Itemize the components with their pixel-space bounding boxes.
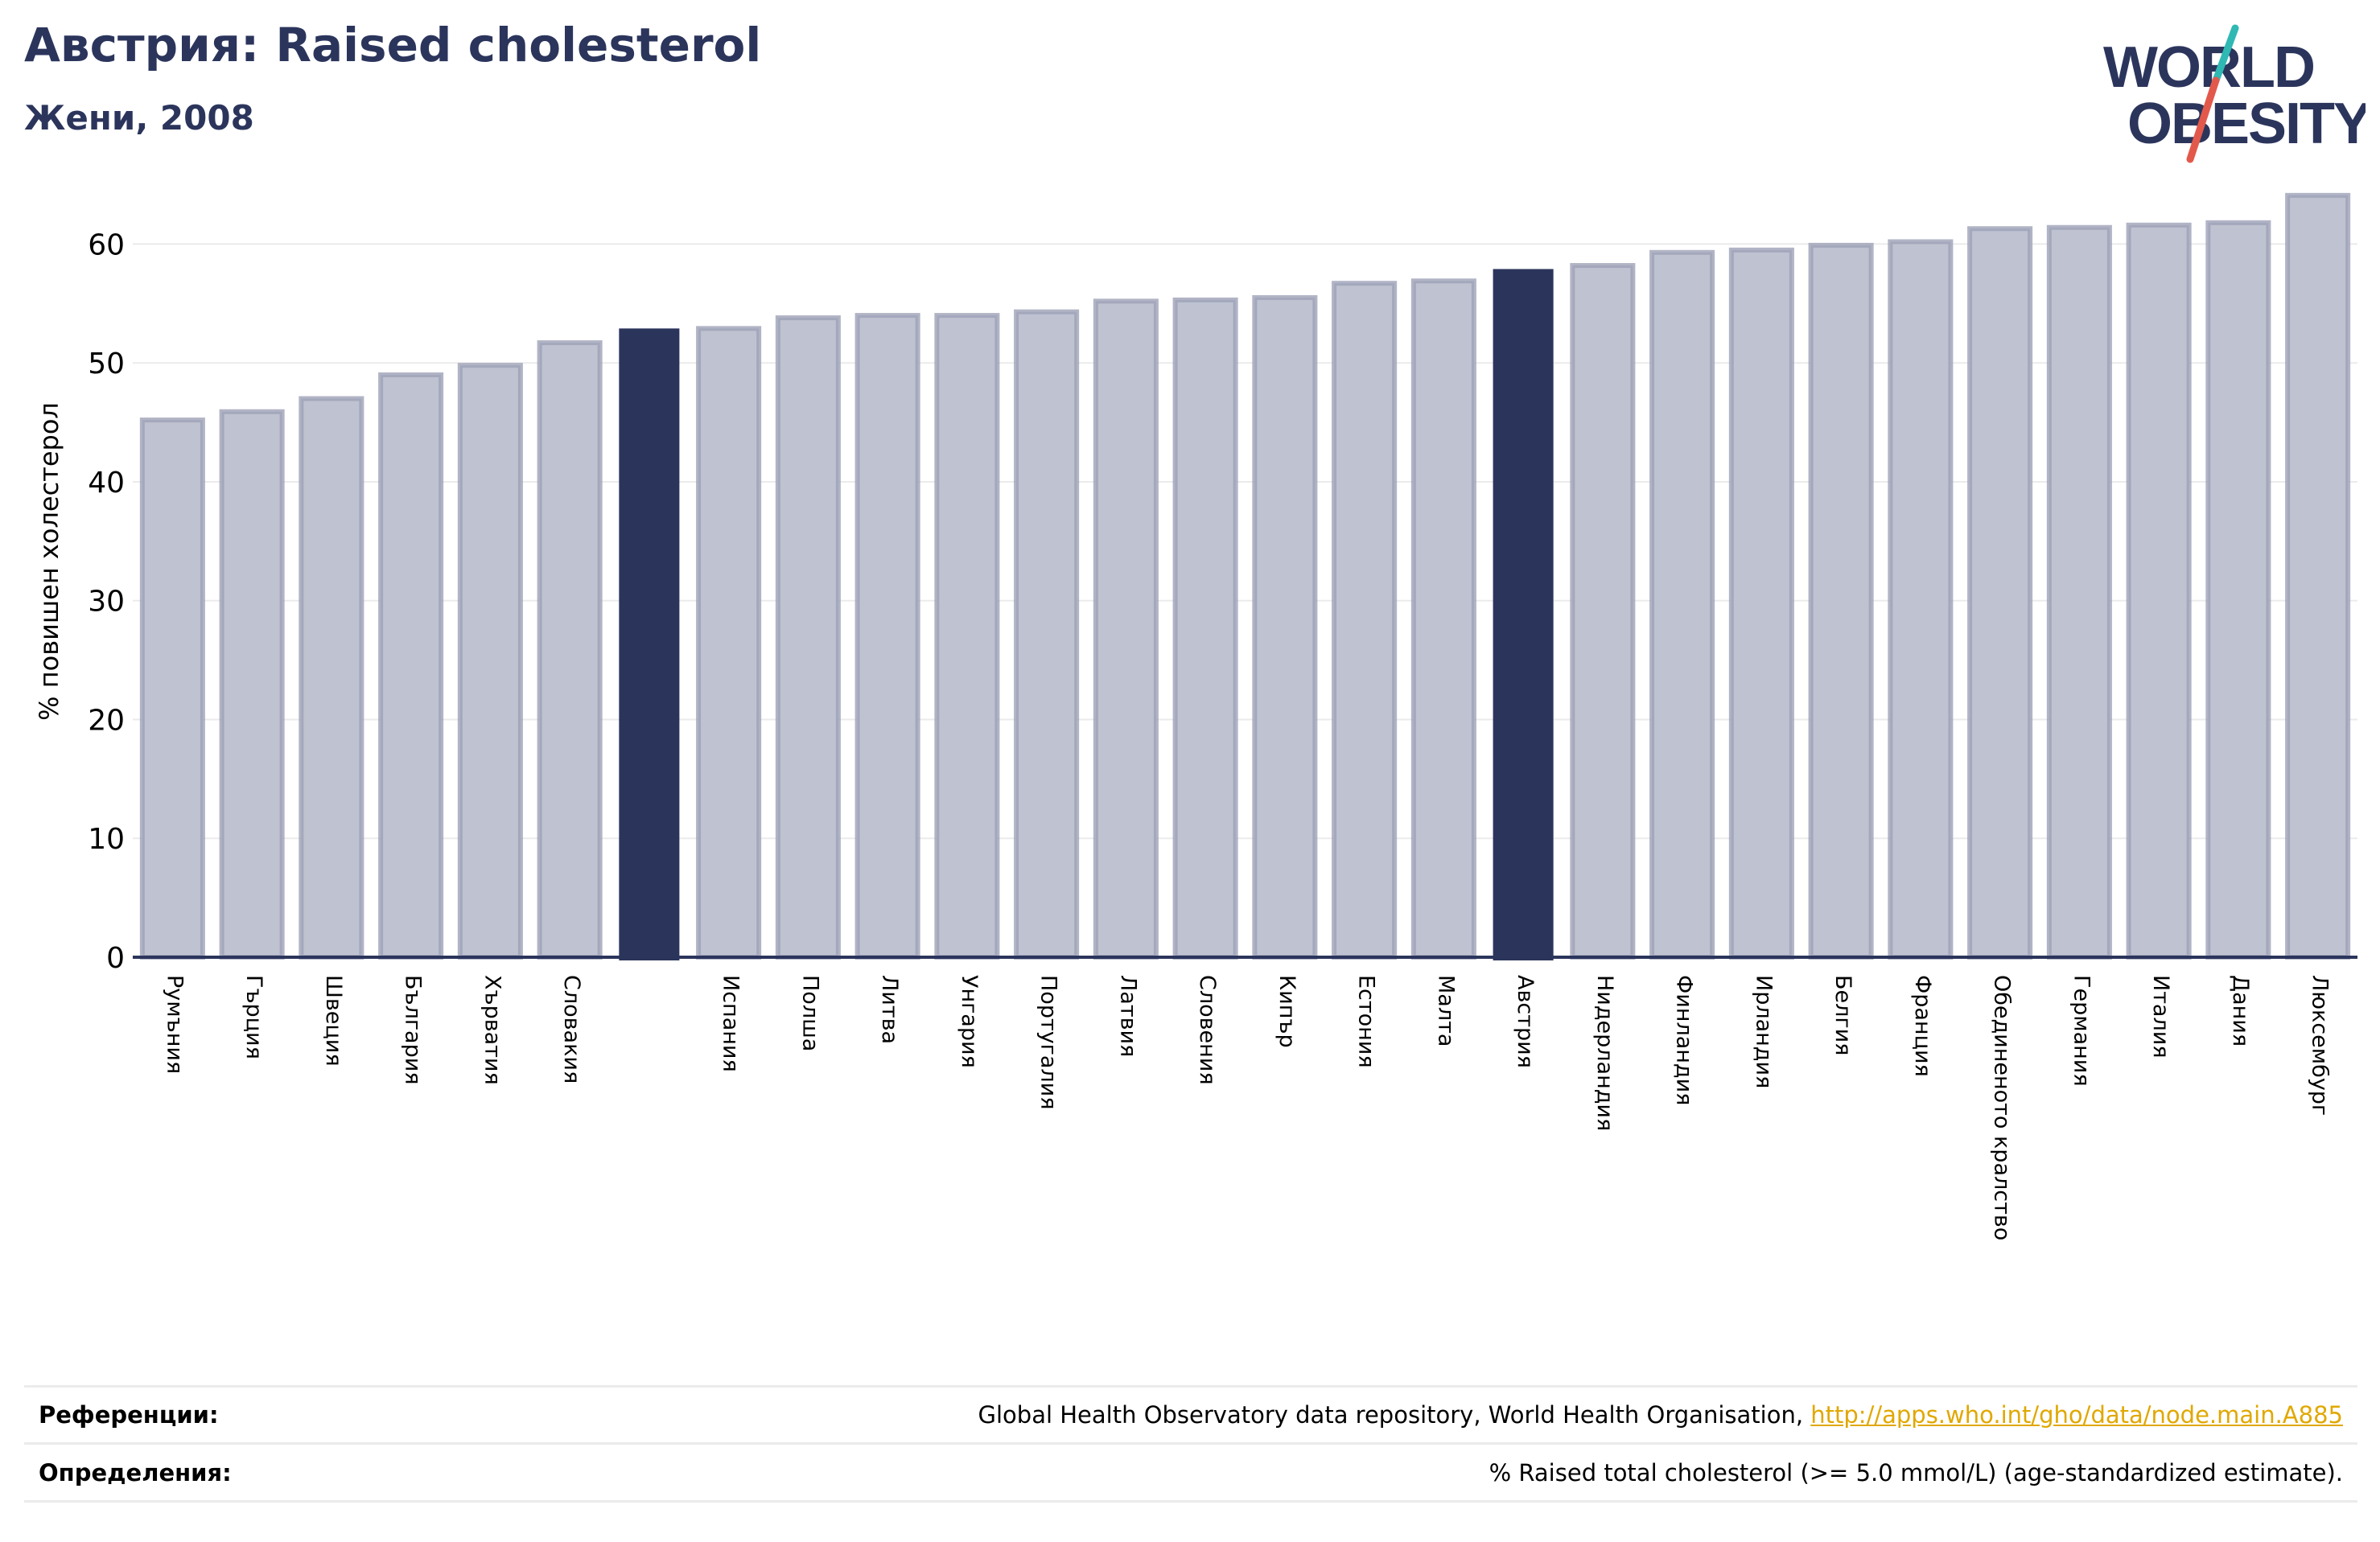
bar [537,340,603,960]
x-tick-label: Испания [719,975,743,1072]
bar [775,315,841,960]
bar [854,313,920,960]
chart-subtitle: Жени, 2008 [24,98,254,138]
x-tick-label: Хърватия [480,975,504,1085]
references-link[interactable]: http://apps.who.int/gho/data/node.main.A… [1810,1401,2343,1429]
bar [2046,224,2112,960]
references-row: Референции: Global Health Observatory da… [24,1401,2357,1433]
bar [2285,192,2351,960]
bar [1967,226,2033,960]
footer-divider-bottom [24,1500,2357,1503]
logo-text-obesity: OBESITY [2127,92,2366,156]
x-tick-label: Латвия [1115,975,1140,1057]
x-tick-label: Кипър [1274,975,1299,1048]
x-tick-label: Полша [797,975,822,1051]
bar [1649,249,1715,960]
x-tick-label: България [401,975,426,1085]
y-tick-label: 40 [88,467,125,500]
bar [1410,278,1476,960]
bar [2126,222,2192,960]
x-tick-label: Словения [1195,975,1220,1085]
y-tick-label: 20 [88,704,125,737]
x-tick-label: Франция [1910,975,1935,1077]
x-tick-label: Нидерландия [1592,975,1617,1131]
references-value: Global Health Observatory data repositor… [978,1401,2343,1429]
y-tick-label: 30 [88,586,125,619]
bar [1888,239,1954,960]
bar [1172,297,1238,960]
bar [1570,263,1636,960]
definitions-label: Определения: [39,1459,232,1486]
bar [934,313,1000,960]
y-axis-label: % повишен холестерол [34,402,64,721]
footer-divider-top [24,1385,2357,1388]
bar [299,396,364,960]
x-tick-label: Унгария [957,975,982,1068]
labels-layer: Румъния Гърция Швеция България Хърватия Слова… [162,975,2332,1240]
bar [619,328,680,961]
bar [1728,247,1794,960]
definitions-row: Определения: % Raised total cholesterol … [24,1459,2357,1491]
y-tick-label: 50 [88,347,125,380]
y-tick-label: 60 [88,228,125,261]
x-tick-label: Финландия [1672,975,1697,1105]
x-tick-label: Австрия [1513,975,1538,1068]
logo-slash-teal [2212,24,2239,84]
x-tick-label: Ирландия [1751,975,1776,1088]
bar [696,326,762,960]
bar-chart: 0 10 20 30 40 50 60 Румъния Гърция Швеция Българи… [34,192,2357,1240]
references-text: Global Health Observatory data repositor… [978,1401,1811,1429]
x-tick-label: Естония [1354,975,1379,1068]
x-tick-label: Дания [2228,975,2253,1047]
x-tick-label: Гърция [241,975,266,1059]
footer-divider-middle [24,1442,2357,1445]
bar [1808,242,1874,960]
x-tick-label: Малта [1433,975,1458,1047]
x-tick-label: Словакия [559,975,584,1084]
x-tick-label: Люксембург [2308,975,2333,1116]
x-tick-label: Португалия [1036,975,1061,1109]
bar [457,363,523,960]
bar [1332,281,1398,960]
x-tick-label: Литва [877,975,902,1044]
x-tick-label: Белгия [1830,975,1855,1055]
chart-title: Австрия: Raised cholesterol [24,18,762,72]
bar [219,409,285,960]
bar [1493,269,1554,961]
bar [1093,298,1159,960]
bars-layer [139,192,2351,961]
references-label: Референции: [39,1401,219,1429]
axis-layer: 0 10 20 30 40 50 60 [88,228,2357,975]
x-tick-label: Румъния [162,975,187,1074]
bar [1252,294,1318,960]
logo-slash-red [2186,76,2220,163]
x-tick-label: Швеция [321,975,346,1067]
definitions-value: % Raised total cholesterol (>= 5.0 mmol/… [1489,1459,2343,1486]
x-tick-label: Обединеното кралство [1990,975,2015,1240]
bar [378,372,444,960]
world-obesity-logo: WORLD OBESITY [2103,24,2366,163]
bar [139,417,205,960]
bar [1014,309,1080,960]
bar [2205,220,2271,960]
x-tick-label: Германия [2069,975,2094,1087]
x-tick-label: Италия [2148,975,2173,1059]
y-tick-label: 0 [106,942,125,975]
y-tick-label: 10 [88,823,125,856]
